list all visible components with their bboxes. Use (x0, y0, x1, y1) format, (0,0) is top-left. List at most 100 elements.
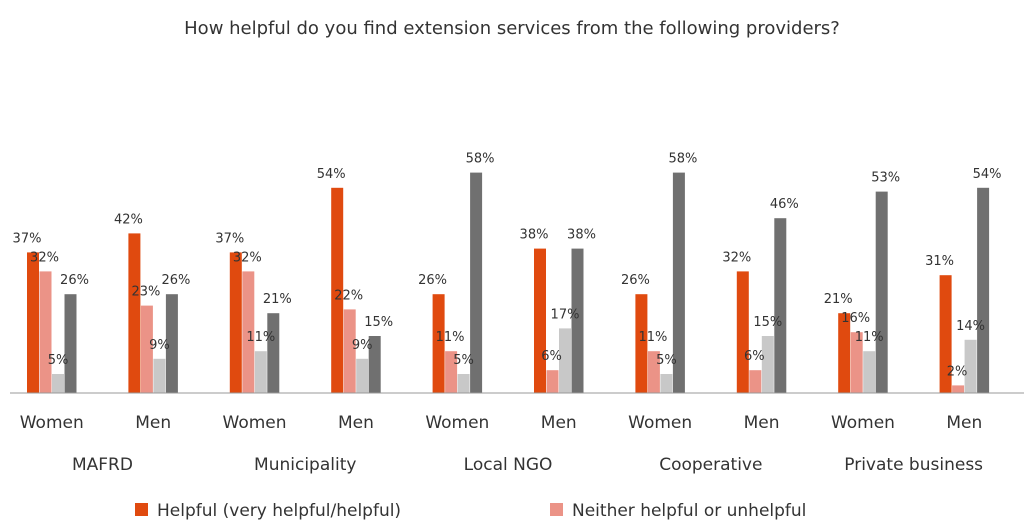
bar-local-ngo-men-series-4 (571, 248, 584, 393)
bar-mafrd-women-series-4 (64, 294, 77, 393)
bar-local-ngo-women-series-4 (470, 172, 483, 393)
data-label: 21% (263, 292, 292, 307)
bar-municipality-women-series-1 (229, 252, 242, 393)
data-label: 38% (567, 228, 596, 243)
legend-swatch-series-2 (550, 503, 563, 516)
bar-mafrd-men-series-2 (140, 305, 153, 393)
data-label: 58% (466, 152, 495, 167)
data-label: 26% (621, 273, 650, 288)
bars-layer (27, 172, 990, 393)
data-label: 54% (973, 167, 1002, 182)
bar-municipality-women-series-4 (267, 313, 280, 393)
data-label: 37% (13, 231, 42, 246)
bar-mafrd-women-series-2 (39, 271, 52, 393)
bar-mafrd-men-series-4 (165, 294, 178, 393)
tick-label-local-ngo-women: Women (425, 413, 489, 433)
tick-label-private-business-men: Men (946, 413, 982, 433)
bar-municipality-men-series-1 (331, 187, 344, 393)
data-label: 5% (453, 353, 474, 368)
data-label: 58% (668, 152, 697, 167)
bar-local-ngo-women-series-1 (432, 294, 445, 393)
tick-label-local-ngo-men: Men (541, 413, 577, 433)
data-label: 5% (656, 353, 677, 368)
labels-layer: 37% 32% 5% 26% 42% 23% 9% 26% 37% 32% 11% 21% 54% 22%… (13, 152, 1002, 380)
data-label: 9% (149, 338, 170, 353)
data-label: 42% (114, 212, 143, 227)
legend-label-series-1: Helpful (very helpful/helpful) (157, 501, 401, 521)
data-label: 32% (722, 250, 751, 265)
tick-label-municipality-women: Women (223, 413, 287, 433)
bar-municipality-women-series-3 (254, 351, 267, 393)
bar-private-business-men-series-3 (964, 339, 977, 393)
bar-private-business-women-series-4 (875, 191, 888, 393)
bar-cooperative-women-series-2 (647, 351, 660, 393)
data-label: 54% (317, 167, 346, 182)
data-label: 11% (246, 330, 275, 345)
data-label: 14% (956, 319, 985, 334)
data-label: 32% (30, 250, 59, 265)
bar-municipality-men-series-4 (368, 336, 381, 393)
data-label: 31% (925, 254, 954, 269)
bar-private-business-men-series-1 (939, 275, 952, 393)
data-label: 11% (638, 330, 667, 345)
data-label: 26% (418, 273, 447, 288)
data-label: 46% (770, 197, 799, 212)
data-label: 53% (871, 171, 900, 186)
bar-local-ngo-men-series-3 (559, 328, 571, 393)
group-label-local-ngo: Local NGO (464, 455, 553, 475)
data-label: 22% (334, 288, 363, 303)
tick-label-mafrd-women: Women (20, 413, 84, 433)
chart-title: How helpful do you find extension servic… (184, 18, 840, 39)
data-label: 2% (947, 364, 968, 379)
data-label: 5% (48, 353, 69, 368)
tick-label-private-business-women: Women (831, 413, 895, 433)
data-label: 6% (744, 349, 765, 364)
bar-local-ngo-men-series-1 (534, 248, 546, 393)
x-axis-ticks: Women Men Women Men Women Men Women Men Women Men… (20, 413, 983, 475)
legend: Helpful (very helpful/helpful) Neither he… (135, 501, 806, 521)
data-label: 23% (131, 285, 160, 300)
data-label: 21% (824, 292, 853, 307)
data-label: 9% (352, 338, 373, 353)
bar-cooperative-men-series-4 (774, 218, 787, 393)
data-label: 16% (841, 311, 870, 326)
legend-swatch-series-1 (135, 503, 148, 516)
data-label: 26% (60, 273, 89, 288)
data-label: 26% (161, 273, 190, 288)
bar-private-business-men-series-2 (952, 385, 965, 393)
data-label: 15% (753, 315, 782, 330)
bar-local-ngo-men-series-2 (546, 370, 559, 393)
data-label: 6% (541, 349, 562, 364)
data-label: 11% (855, 330, 884, 345)
bar-cooperative-men-series-3 (761, 336, 774, 393)
bar-mafrd-men-series-3 (153, 358, 166, 393)
data-label: 32% (233, 250, 262, 265)
data-label: 38% (520, 228, 549, 243)
group-label-private-business: Private business (844, 455, 983, 475)
tick-label-cooperative-men: Men (744, 413, 780, 433)
group-label-municipality: Municipality (254, 455, 356, 475)
bar-mafrd-women-series-1 (27, 252, 39, 393)
tick-label-mafrd-men: Men (135, 413, 171, 433)
data-label: 15% (364, 315, 393, 330)
legend-label-series-2: Neither helpful or unhelpful (572, 501, 806, 521)
tick-label-cooperative-women: Women (628, 413, 692, 433)
bar-private-business-women-series-3 (863, 351, 876, 393)
group-label-mafrd: MAFRD (72, 455, 133, 475)
data-label: 37% (215, 231, 244, 246)
bar-private-business-men-series-4 (977, 187, 990, 393)
bar-municipality-men-series-2 (343, 309, 356, 393)
bar-municipality-men-series-3 (356, 358, 369, 393)
tick-label-municipality-men: Men (338, 413, 374, 433)
bar-cooperative-men-series-1 (736, 271, 749, 393)
bar-private-business-women-series-2 (850, 332, 863, 393)
bar-mafrd-men-series-1 (128, 233, 141, 393)
bar-mafrd-women-series-3 (52, 374, 64, 393)
bar-cooperative-women-series-4 (672, 172, 685, 393)
group-label-cooperative: Cooperative (659, 455, 762, 475)
bar-private-business-women-series-1 (838, 313, 851, 393)
bar-cooperative-women-series-3 (660, 374, 673, 393)
bar-local-ngo-women-series-3 (457, 374, 470, 393)
data-label: 17% (551, 307, 580, 322)
